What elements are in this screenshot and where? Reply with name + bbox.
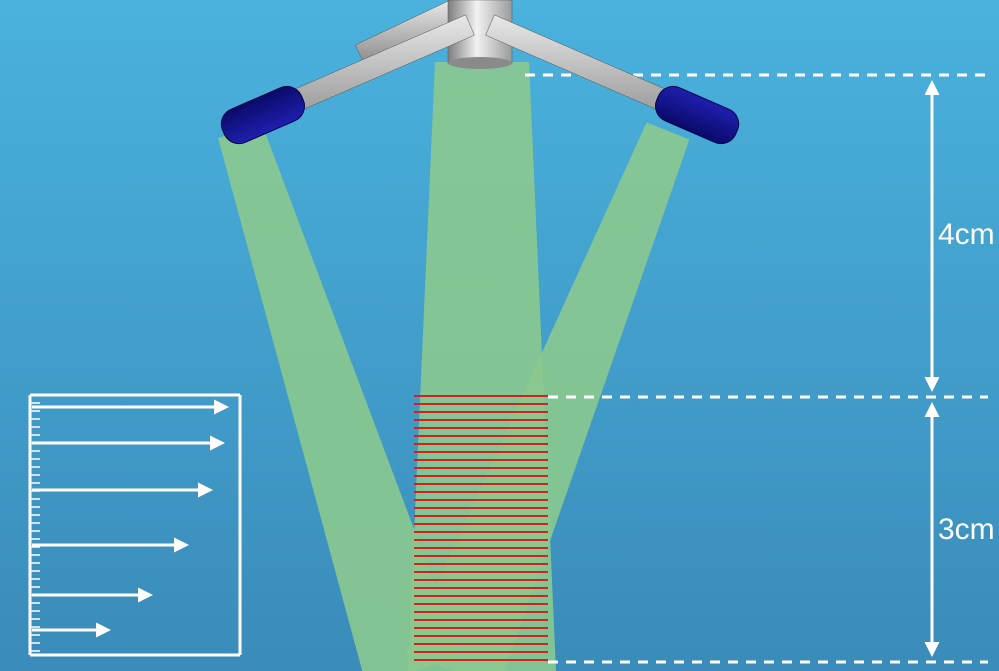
dimension-label-lower: 3cm bbox=[938, 513, 995, 547]
shaft-end bbox=[448, 57, 512, 69]
dimension-label-upper: 4cm bbox=[938, 218, 995, 252]
diagram-canvas bbox=[0, 0, 999, 671]
